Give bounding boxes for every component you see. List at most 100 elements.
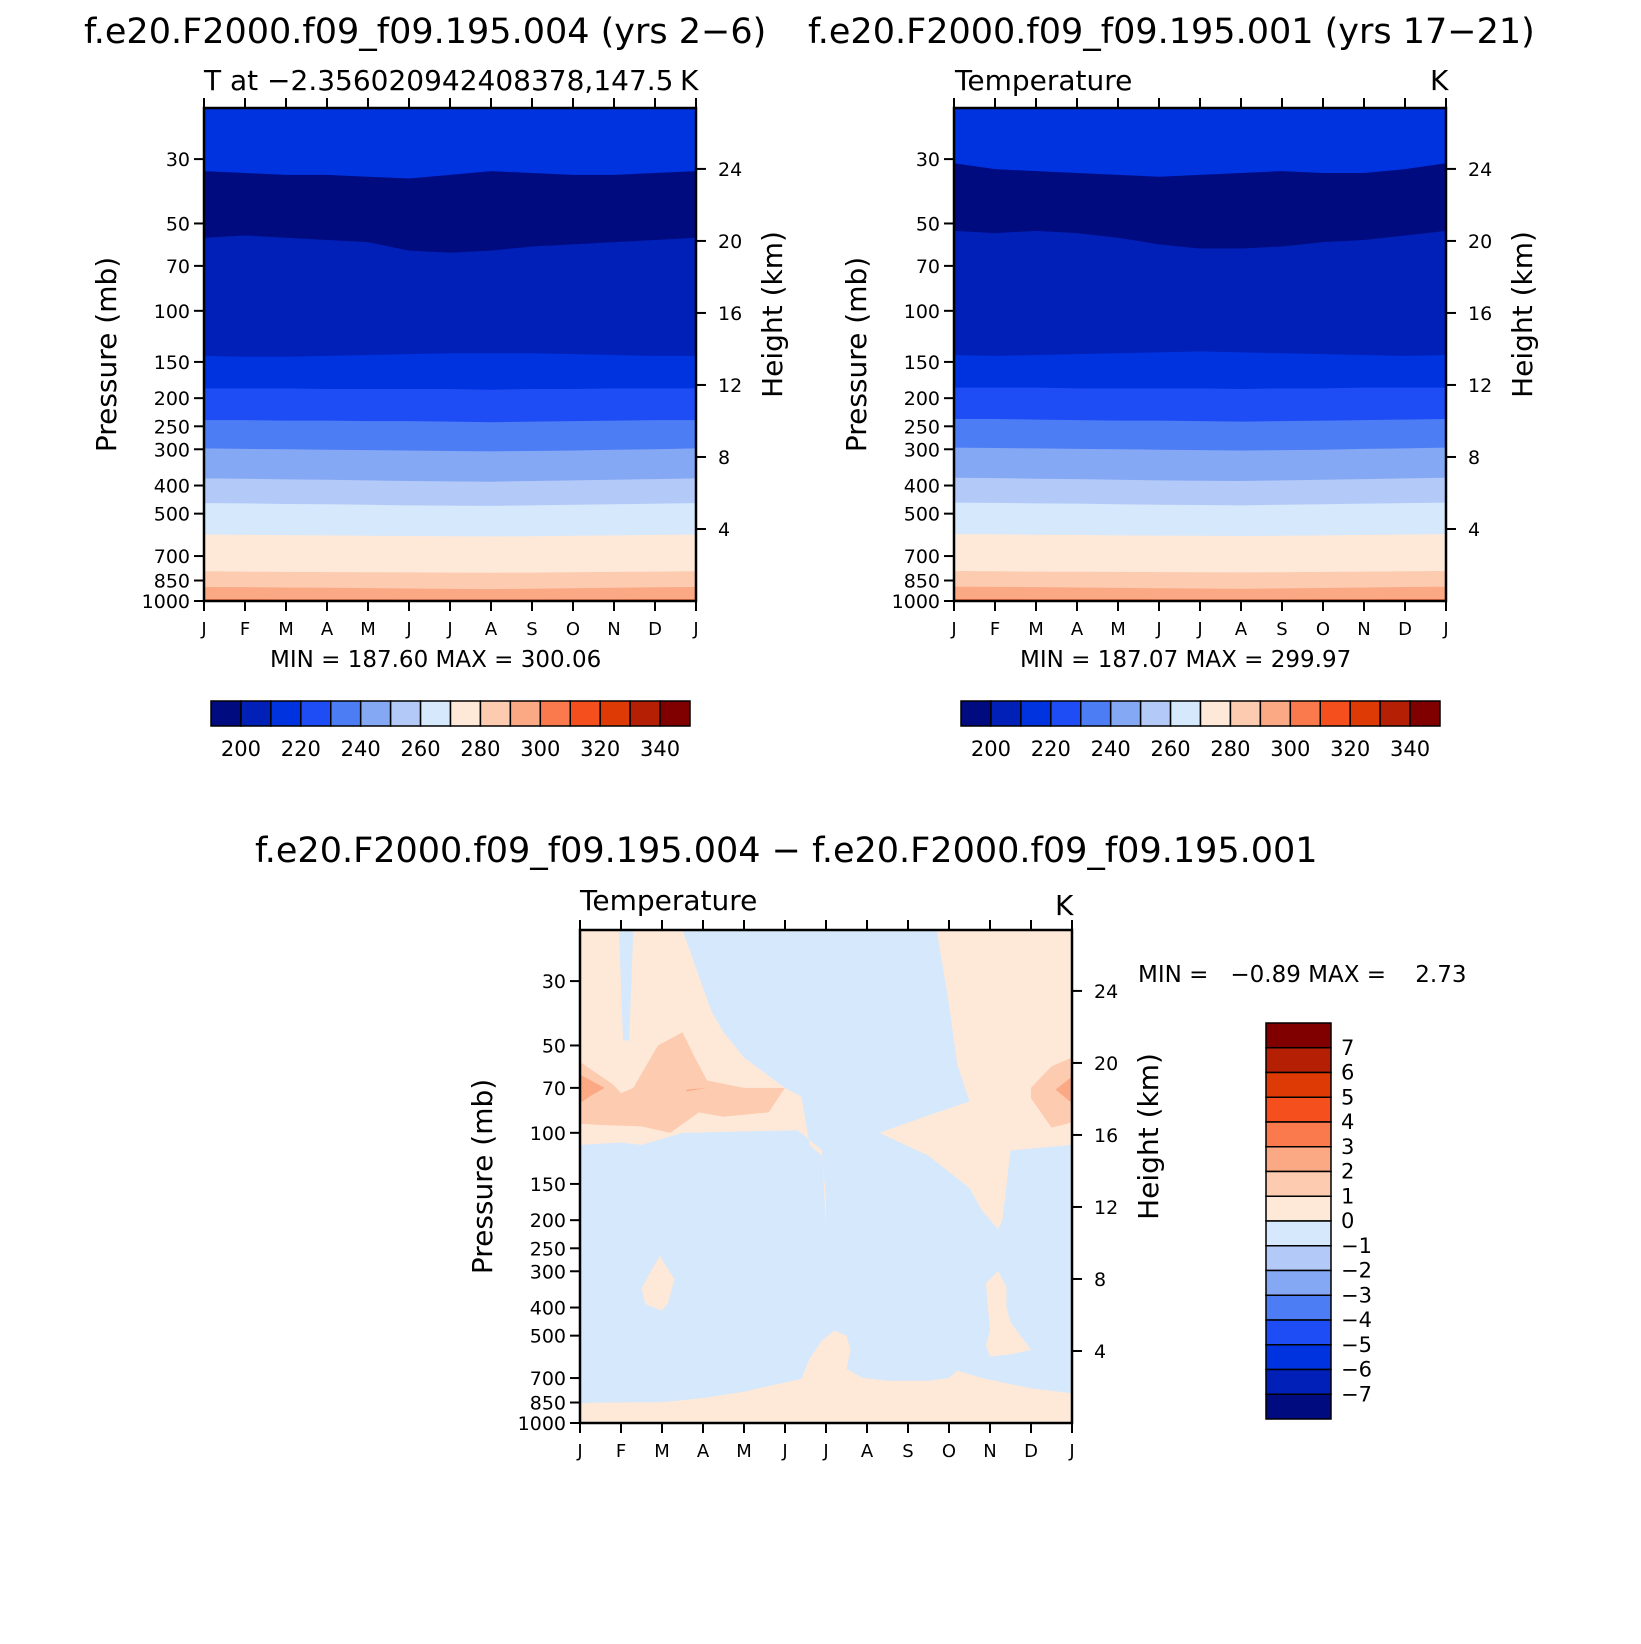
pressure-tick-label: 30 (916, 149, 940, 171)
month-tick-label: D (1398, 619, 1412, 640)
month-tick-label: J (200, 619, 206, 640)
minmax-label: MIN = 187.07 MAX = 299.97 (1020, 647, 1351, 673)
colorbar-label: 0 (1341, 1209, 1354, 1233)
month-tick-label: M (360, 619, 376, 640)
month-tick-label: O (942, 1441, 956, 1462)
panel-units: K (1055, 889, 1074, 922)
colorbar-swatch (990, 700, 1022, 727)
colorbar-swatch (300, 700, 332, 727)
month-tick-label: M (736, 1441, 752, 1462)
colorbar-label: −4 (1341, 1308, 1372, 1332)
colorbar: 200 220 240 260 280 300 320 340 (960, 700, 1441, 761)
month-tick-label: J (576, 1441, 582, 1462)
pressure-tick-label: 250 (154, 416, 190, 438)
minmax-label: MIN = −0.89 MAX = 2.73 (1138, 962, 1467, 988)
pressure-tick-label: 1000 (518, 1413, 566, 1435)
colorbar-swatch (509, 700, 542, 727)
pressure-tick-label: 1000 (142, 591, 190, 613)
colorbar-label: 320 (1330, 737, 1370, 761)
contour-fill (954, 108, 1446, 601)
colorbar-label: 340 (640, 737, 680, 761)
month-tick-label: J (822, 1441, 828, 1462)
panel-units: K (1430, 64, 1449, 97)
month-tick-label: N (1357, 619, 1370, 640)
colorbar-swatch (210, 700, 242, 727)
panel-model-001: f.e20.F2000.f09_f09.195.001 (yrs 17−21) … (808, 12, 1539, 761)
colorbar-swatch (479, 700, 512, 727)
pressure-tick-label: 100 (154, 301, 190, 323)
contour-region (879, 930, 1072, 1230)
colorbar-label: 240 (341, 737, 381, 761)
month-tick-label: S (526, 619, 537, 640)
colorbar-swatch (1265, 1319, 1332, 1346)
height-tick-label: 16 (1094, 1125, 1118, 1147)
pressure-tick-label: 200 (904, 388, 940, 410)
contour-fill (204, 108, 696, 601)
colorbar-label: 7 (1341, 1036, 1354, 1060)
month-tick-label: A (1071, 619, 1084, 640)
height-tick-label: 24 (1468, 159, 1492, 181)
month-tick-label: J (950, 619, 956, 640)
colorbar-swatch (359, 700, 392, 727)
colorbar-swatch (1265, 1096, 1332, 1123)
pressure-tick-label: 70 (542, 1078, 566, 1100)
colorbar-swatch (1265, 1047, 1332, 1074)
month-tick-label: J (1068, 1441, 1074, 1462)
pressure-tick-label: 150 (530, 1174, 566, 1196)
colorbar-label: 6 (1341, 1061, 1354, 1085)
pressure-tick-label: 850 (904, 571, 940, 593)
colorbar-label: 200 (971, 737, 1011, 761)
pressure-tick-label: 300 (530, 1261, 566, 1283)
pressure-tick-label: 500 (904, 504, 940, 526)
month-tick-label: M (1028, 619, 1044, 640)
colorbar-swatch (1379, 700, 1411, 727)
pressure-tick-label: 200 (530, 1210, 566, 1232)
height-tick-label: 12 (1468, 375, 1492, 397)
colorbar-label: 260 (401, 737, 441, 761)
pressure-tick-label: 250 (530, 1238, 566, 1260)
height-tick-label: 20 (1094, 1053, 1118, 1075)
colorbar-swatch (539, 700, 571, 727)
colorbar-label: 240 (1091, 737, 1131, 761)
contour-region (580, 1330, 1072, 1423)
y-axis-right-title: Height (km) (1506, 231, 1539, 398)
pressure-tick-label: 100 (530, 1123, 566, 1145)
month-tick-label: F (240, 619, 250, 640)
colorbar-swatch (449, 700, 482, 727)
colorbar-label: −7 (1341, 1382, 1372, 1406)
pressure-tick-label: 50 (916, 213, 940, 235)
colorbar-label: −2 (1341, 1259, 1372, 1283)
contour-region (985, 1271, 1031, 1357)
month-tick-label: J (781, 1441, 787, 1462)
height-tick-label: 12 (1094, 1197, 1118, 1219)
contour-region (580, 1074, 605, 1104)
month-tick-label: F (616, 1441, 626, 1462)
contour-region (1055, 1076, 1072, 1104)
pressure-tick-label: 30 (166, 149, 190, 171)
y-axis-right-title: Height (km) (756, 231, 789, 398)
colorbar-swatch (1265, 1245, 1332, 1272)
pressure-tick-label: 700 (154, 546, 190, 568)
colorbar-label: 260 (1151, 737, 1191, 761)
colorbar-swatch (1265, 1170, 1332, 1197)
colorbar-label: −1 (1341, 1234, 1372, 1258)
y-axis-right-title: Height (km) (1132, 1053, 1165, 1220)
month-tick-label: A (321, 619, 334, 640)
colorbar-swatch (629, 700, 661, 727)
colorbar-label: 5 (1341, 1085, 1354, 1109)
colorbar-label: 300 (520, 737, 560, 761)
pressure-tick-label: 300 (904, 439, 940, 461)
colorbar-swatch (1349, 700, 1381, 727)
colorbar-swatch (1020, 700, 1052, 727)
contour-region (1031, 1057, 1072, 1128)
month-tick-label: D (1024, 1441, 1038, 1462)
contour-region (641, 1255, 675, 1311)
colorbar-label: 340 (1390, 737, 1430, 761)
pressure-tick-label: 300 (154, 439, 190, 461)
month-tick-label: J (446, 619, 452, 640)
height-tick-label: 24 (1094, 981, 1118, 1003)
colorbar-label: 200 (221, 737, 261, 761)
